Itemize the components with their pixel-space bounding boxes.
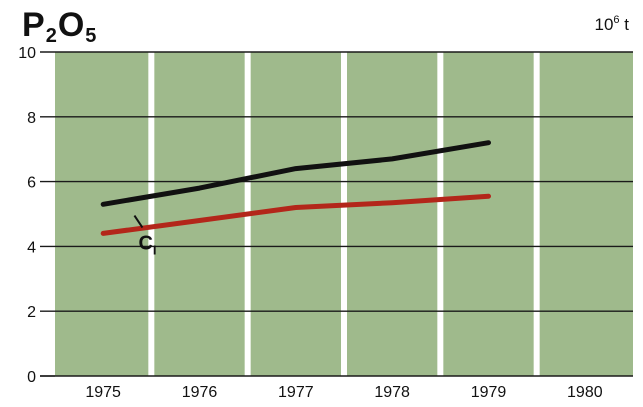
title-o: O: [57, 6, 86, 44]
y-tick-label: 8: [27, 110, 36, 127]
title-p: P: [22, 6, 46, 44]
series-line-1: [100, 140, 491, 207]
x-tick-label: 1976: [182, 384, 218, 401]
x-tick-label: 1980: [567, 384, 603, 401]
y-tick-label: 6: [27, 175, 36, 192]
column-divider: [341, 52, 347, 376]
y-tick-label: 4: [27, 239, 36, 256]
unit-base: 10: [594, 15, 614, 34]
series-label-letter: C: [138, 233, 152, 255]
series-label-subscript: I: [153, 243, 157, 258]
x-tick-label: 1975: [85, 384, 121, 401]
unit-label: 106 t: [595, 14, 630, 35]
label-pointer: [133, 214, 144, 229]
y-tick-label: 0: [27, 369, 36, 386]
series-label-ci: CI: [138, 233, 156, 258]
x-tick-label: 1977: [278, 384, 314, 401]
chart-title: P2O5: [22, 6, 97, 48]
column-divider: [437, 52, 444, 376]
column-divider: [533, 52, 540, 376]
series-line-2: [100, 193, 491, 236]
x-tick-label: 1979: [471, 384, 507, 401]
title-sub-2: 2: [45, 25, 58, 47]
unit-ton: t: [619, 15, 629, 34]
y-tick-label: 10: [18, 45, 36, 62]
y-tick-label: 2: [27, 304, 36, 321]
x-tick-label: 1978: [374, 384, 410, 401]
unit-exponent: 6: [613, 14, 620, 26]
title-sub-5: 5: [85, 25, 98, 47]
column-divider: [148, 52, 155, 376]
